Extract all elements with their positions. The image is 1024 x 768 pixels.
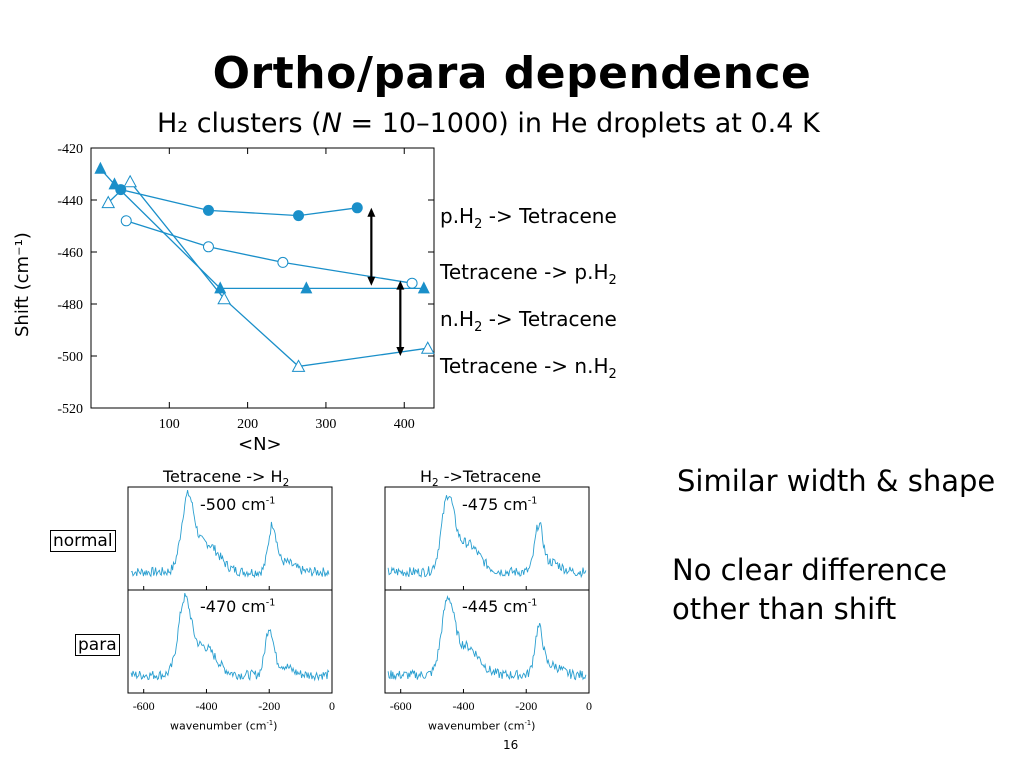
point-filled-triangle <box>214 281 227 294</box>
point-filled-triangle <box>108 177 121 190</box>
y-tick-label: -460 <box>57 246 83 261</box>
series-line-3 <box>107 180 428 368</box>
y-tick-label: -520 <box>57 402 83 417</box>
point-open-triangle <box>217 291 231 305</box>
y-tick-label: -480 <box>57 298 83 313</box>
arrow-head <box>367 207 376 217</box>
y-axis-label: Shift (cm⁻¹) <box>12 232 33 337</box>
slide-subtitle: H₂ clusters (N = 10–1000) in He droplets… <box>157 108 820 139</box>
point-open-circle <box>120 215 132 227</box>
series-line-1 <box>126 220 413 284</box>
note-similar-width: Similar width & shape <box>677 464 996 498</box>
shift-c2-normal: -475 cm-1 <box>462 495 538 514</box>
arrow-head <box>396 280 405 290</box>
note-no-clear-difference: No clear difference <box>672 553 947 587</box>
label-tetracene-to-pH2: Tetracene -> p.H2 <box>440 260 617 288</box>
x-tick-label: 200 <box>237 417 258 432</box>
note-other-than-shift: other than shift <box>672 592 897 626</box>
point-open-triangle <box>123 174 137 188</box>
row-label-para: para <box>75 634 120 656</box>
shift-c2-para: -445 cm-1 <box>462 597 538 616</box>
arrow-head <box>396 347 405 356</box>
subtitle-italic: N <box>321 108 342 139</box>
spectra-col2-title: H2 ->Tetracene <box>420 467 542 490</box>
label-tetracene-to-nH2: Tetracene -> n.H2 <box>440 354 617 382</box>
shift-c1-normal: -500 cm-1 <box>200 495 276 514</box>
point-filled-triangle <box>300 281 313 294</box>
plot-frame <box>90 147 435 409</box>
shift-c1-para: -470 cm-1 <box>200 597 276 616</box>
spectra-col1-title: Tetracene -> H2 <box>163 467 290 490</box>
x-tick-label: 300 <box>315 417 336 432</box>
subtitle-prefix: H₂ clusters ( <box>157 108 322 139</box>
point-filled-triangle <box>417 281 430 294</box>
point-open-triangle <box>101 195 116 209</box>
slide-title: Ortho/para dependence <box>212 48 812 99</box>
point-filled-circle <box>202 204 214 216</box>
label-nH2-to-tetracene: n.H2 -> Tetracene <box>440 307 617 335</box>
y-tick-label: -440 <box>57 194 83 209</box>
spectra-xlabel-1: wavenumber (cm-1) <box>170 719 278 733</box>
arrow-head <box>367 276 376 286</box>
point-open-circle <box>202 241 214 253</box>
series-line-0 <box>120 188 358 217</box>
x-tick-label: 100 <box>159 417 180 432</box>
point-filled-triangle <box>94 161 107 174</box>
point-open-triangle <box>291 359 306 372</box>
point-open-circle <box>406 277 418 289</box>
point-open-triangle <box>420 341 435 354</box>
point-open-circle <box>277 256 289 268</box>
x-tick-label: 400 <box>394 417 415 432</box>
subtitle-suffix: = 10–1000) in He droplets at 0.4 K <box>341 108 820 139</box>
y-tick-label: -420 <box>57 142 83 157</box>
point-filled-circle <box>293 210 305 222</box>
row-label-normal: normal <box>50 530 116 552</box>
page-number: 16 <box>503 738 519 752</box>
y-tick-label: -500 <box>57 350 83 365</box>
label-pH2-to-tetracene: p.H2 -> Tetracene <box>440 204 617 232</box>
point-filled-circle <box>351 202 363 214</box>
spectra-xlabel-2: wavenumber (cm-1) <box>428 719 536 733</box>
x-axis-label: <N> <box>238 434 282 455</box>
